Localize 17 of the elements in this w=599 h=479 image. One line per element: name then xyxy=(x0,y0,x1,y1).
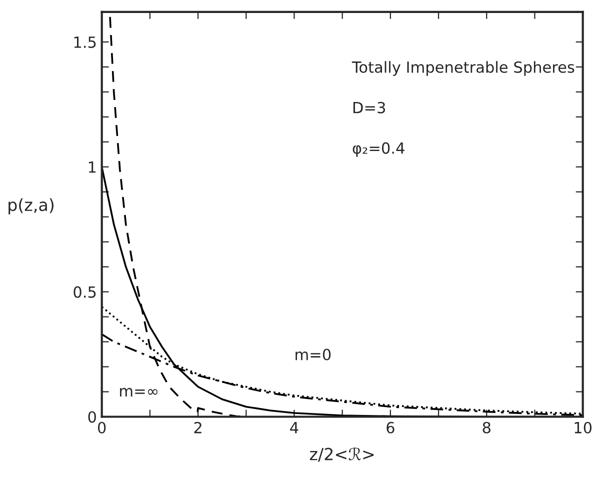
x-tick-label: 8 xyxy=(482,422,490,434)
x-tick-label: 2 xyxy=(194,422,202,434)
y-tick-label: 1 xyxy=(88,162,96,173)
annotation: m=∞ xyxy=(120,388,158,396)
y-tick-label: 1.5 xyxy=(74,36,96,48)
x-axis-title: z/2<ℛ> xyxy=(310,447,374,462)
x-tick-label: 10 xyxy=(574,422,592,434)
x-tick-label: 4 xyxy=(290,422,298,434)
y-axis-title: p(z,a) xyxy=(8,198,54,214)
annotation: m=0 xyxy=(296,348,331,360)
annotation: Totally Impenetrable Spheres xyxy=(352,61,574,76)
x-tick-label: 6 xyxy=(386,422,394,434)
annotation: φ₂=0.4 xyxy=(352,142,404,157)
x-tick-label: 0 xyxy=(98,422,106,434)
y-tick-label: 0 xyxy=(88,411,96,423)
annotation: D=3 xyxy=(353,102,386,114)
y-tick-label: 0.5 xyxy=(74,286,96,298)
